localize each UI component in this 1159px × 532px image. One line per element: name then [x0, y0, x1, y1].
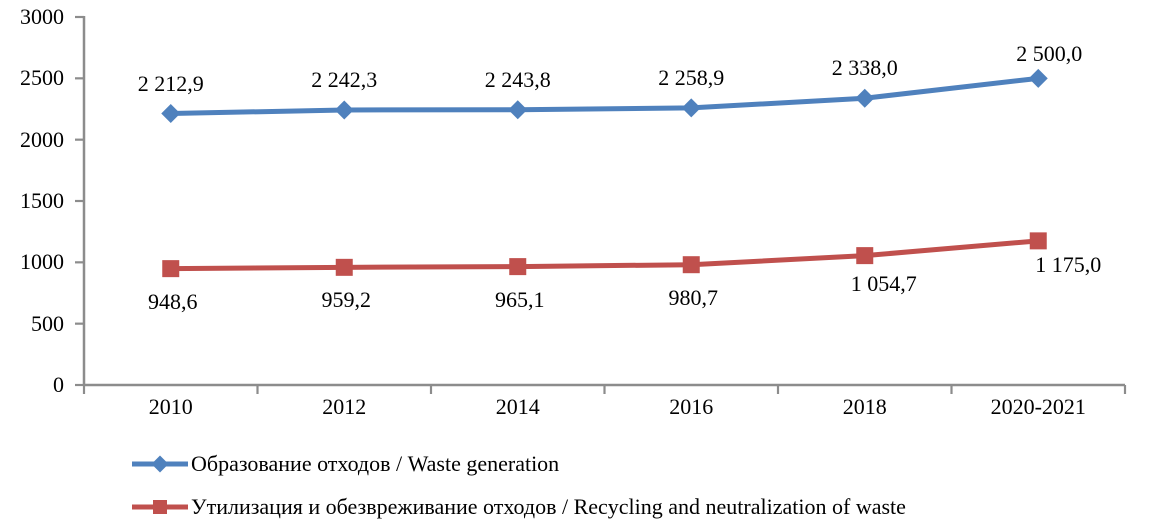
legend-label-recycling: Утилизация и обезвреживание отходов / Re… [191, 494, 906, 519]
x-axis-tick-label: 2016 [669, 394, 714, 419]
data-point-marker-square-icon [335, 258, 353, 276]
legend-label-waste-generation: Образование отходов / Waste generation [191, 451, 560, 476]
legend-key-diamond-icon [151, 455, 169, 473]
data-point-marker-square-icon [509, 258, 527, 276]
y-axis-tick-label: 500 [31, 310, 64, 336]
series-line-1 [168, 238, 1041, 272]
x-axis-tick-label: 2020-2021 [990, 394, 1086, 419]
data-point-marker-diamond-icon [334, 100, 354, 120]
data-point-label: 980,7 [668, 284, 719, 310]
legend-key-square-icon [153, 500, 167, 514]
data-point-marker-square-icon [1029, 232, 1047, 250]
data-point-label: 948,6 [148, 288, 198, 314]
data-point-marker-square-icon [856, 247, 874, 265]
y-axis-tick-label: 1500 [20, 188, 64, 213]
y-axis-tick-label: 1000 [20, 249, 64, 275]
data-point-label: 2 338,0 [831, 55, 898, 81]
y-axis-tick-label: 0 [53, 372, 64, 397]
data-point-label: 2 212,9 [137, 70, 204, 96]
data-point-marker-diamond-icon [508, 100, 528, 120]
y-axis-tick-label: 3000 [20, 4, 64, 29]
data-point-marker-diamond-icon [161, 104, 181, 124]
series-line-0 [168, 75, 1041, 117]
legend-item-recycling: Утилизация и обезвреживание отходов / Re… [131, 492, 906, 522]
data-point-label: 2 242,3 [311, 66, 378, 92]
data-point-label: 2 500,0 [1016, 41, 1083, 67]
data-point-label: 2 243,8 [484, 66, 551, 92]
x-axis-tick-label: 2010 [148, 394, 193, 419]
data-point-marker-diamond-icon [1028, 68, 1048, 88]
data-point-label: 2 258,9 [658, 64, 725, 90]
legend: Образование отходов / Waste generation У… [131, 449, 906, 532]
data-point-marker-diamond-icon [681, 98, 701, 118]
data-point-marker-square-icon [162, 260, 180, 278]
data-point-label: 965,1 [495, 286, 545, 312]
data-point-label: 959,2 [321, 287, 372, 313]
y-axis-tick-label: 2000 [20, 126, 64, 152]
y-axis-tick-label: 2500 [20, 65, 64, 91]
data-point-label: 1 175,0 [1035, 251, 1102, 277]
x-axis-tick-label: 2014 [495, 394, 540, 419]
data-point-marker-diamond-icon [855, 88, 875, 108]
legend-key-waste-generation [132, 455, 188, 473]
data-point-marker-square-icon [682, 256, 700, 274]
x-axis-tick-label: 2018 [842, 394, 887, 419]
x-axis-tick-label: 2012 [322, 394, 367, 419]
legend-key-recycling [132, 500, 188, 514]
legend-item-waste-generation: Образование отходов / Waste generation [131, 449, 906, 479]
data-point-label: 1 054,7 [850, 270, 917, 296]
